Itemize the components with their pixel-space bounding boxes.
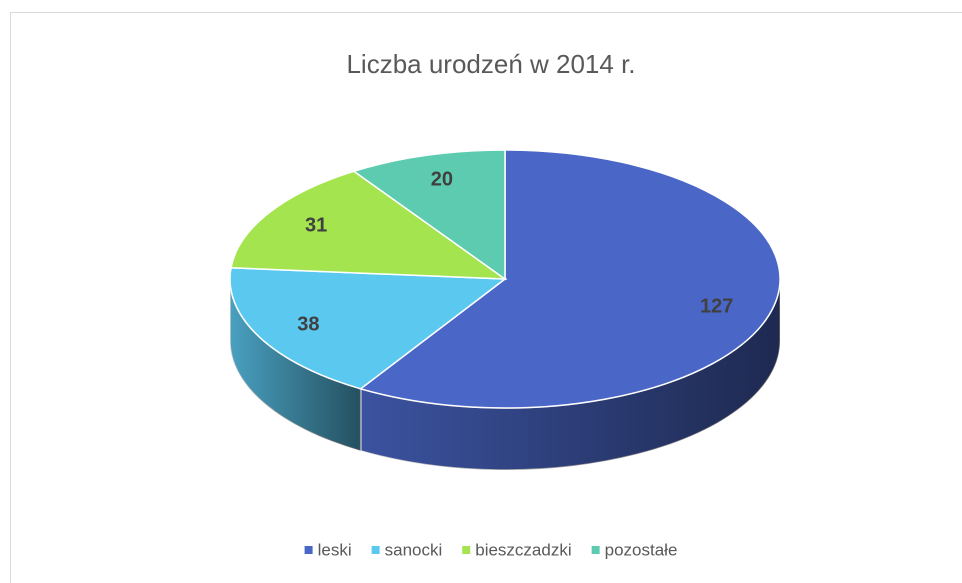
legend-swatch (591, 546, 600, 554)
slice (229, 266, 508, 390)
slice-side-shade (360, 279, 780, 470)
legend-label: pozostałe (605, 540, 678, 559)
data-label: 38 (297, 314, 319, 336)
data-label: 20 (431, 168, 453, 190)
slice (230, 170, 508, 280)
slice-side-shade (230, 279, 361, 451)
legend-swatch (371, 546, 380, 554)
legend-swatch (304, 546, 313, 554)
legend-label: leski (318, 540, 352, 559)
slice (358, 149, 781, 409)
legend-swatch (462, 546, 471, 554)
data-label: 31 (305, 214, 327, 236)
data-label: 127 (700, 295, 733, 317)
legend-label: sanocki (385, 540, 443, 559)
slice (352, 149, 506, 281)
legend-label: bieszczadzki (475, 540, 571, 559)
legend: leski sanocki bieszczadzki pozostałe (304, 540, 678, 559)
chart-title: Liczba urodzeń w 2014 r. (346, 49, 635, 79)
